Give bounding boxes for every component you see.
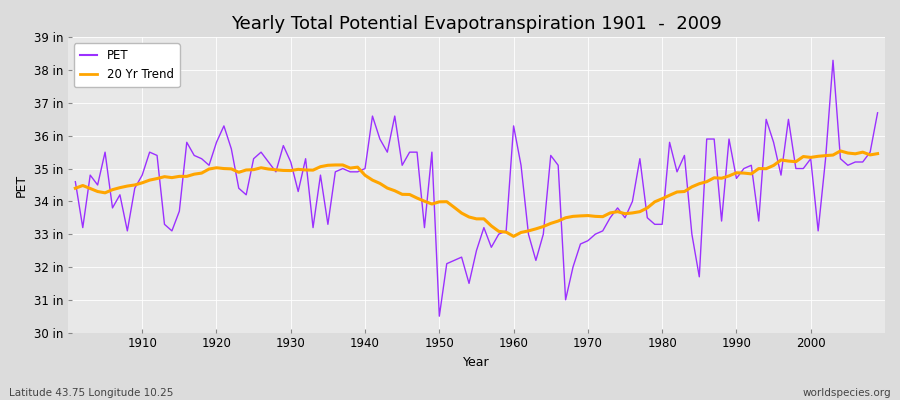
Text: worldspecies.org: worldspecies.org <box>803 388 891 398</box>
Y-axis label: PET: PET <box>15 173 28 196</box>
X-axis label: Year: Year <box>464 356 490 369</box>
Text: Latitude 43.75 Longitude 10.25: Latitude 43.75 Longitude 10.25 <box>9 388 174 398</box>
Legend: PET, 20 Yr Trend: PET, 20 Yr Trend <box>74 43 180 87</box>
Title: Yearly Total Potential Evapotranspiration 1901  -  2009: Yearly Total Potential Evapotranspiratio… <box>231 15 722 33</box>
